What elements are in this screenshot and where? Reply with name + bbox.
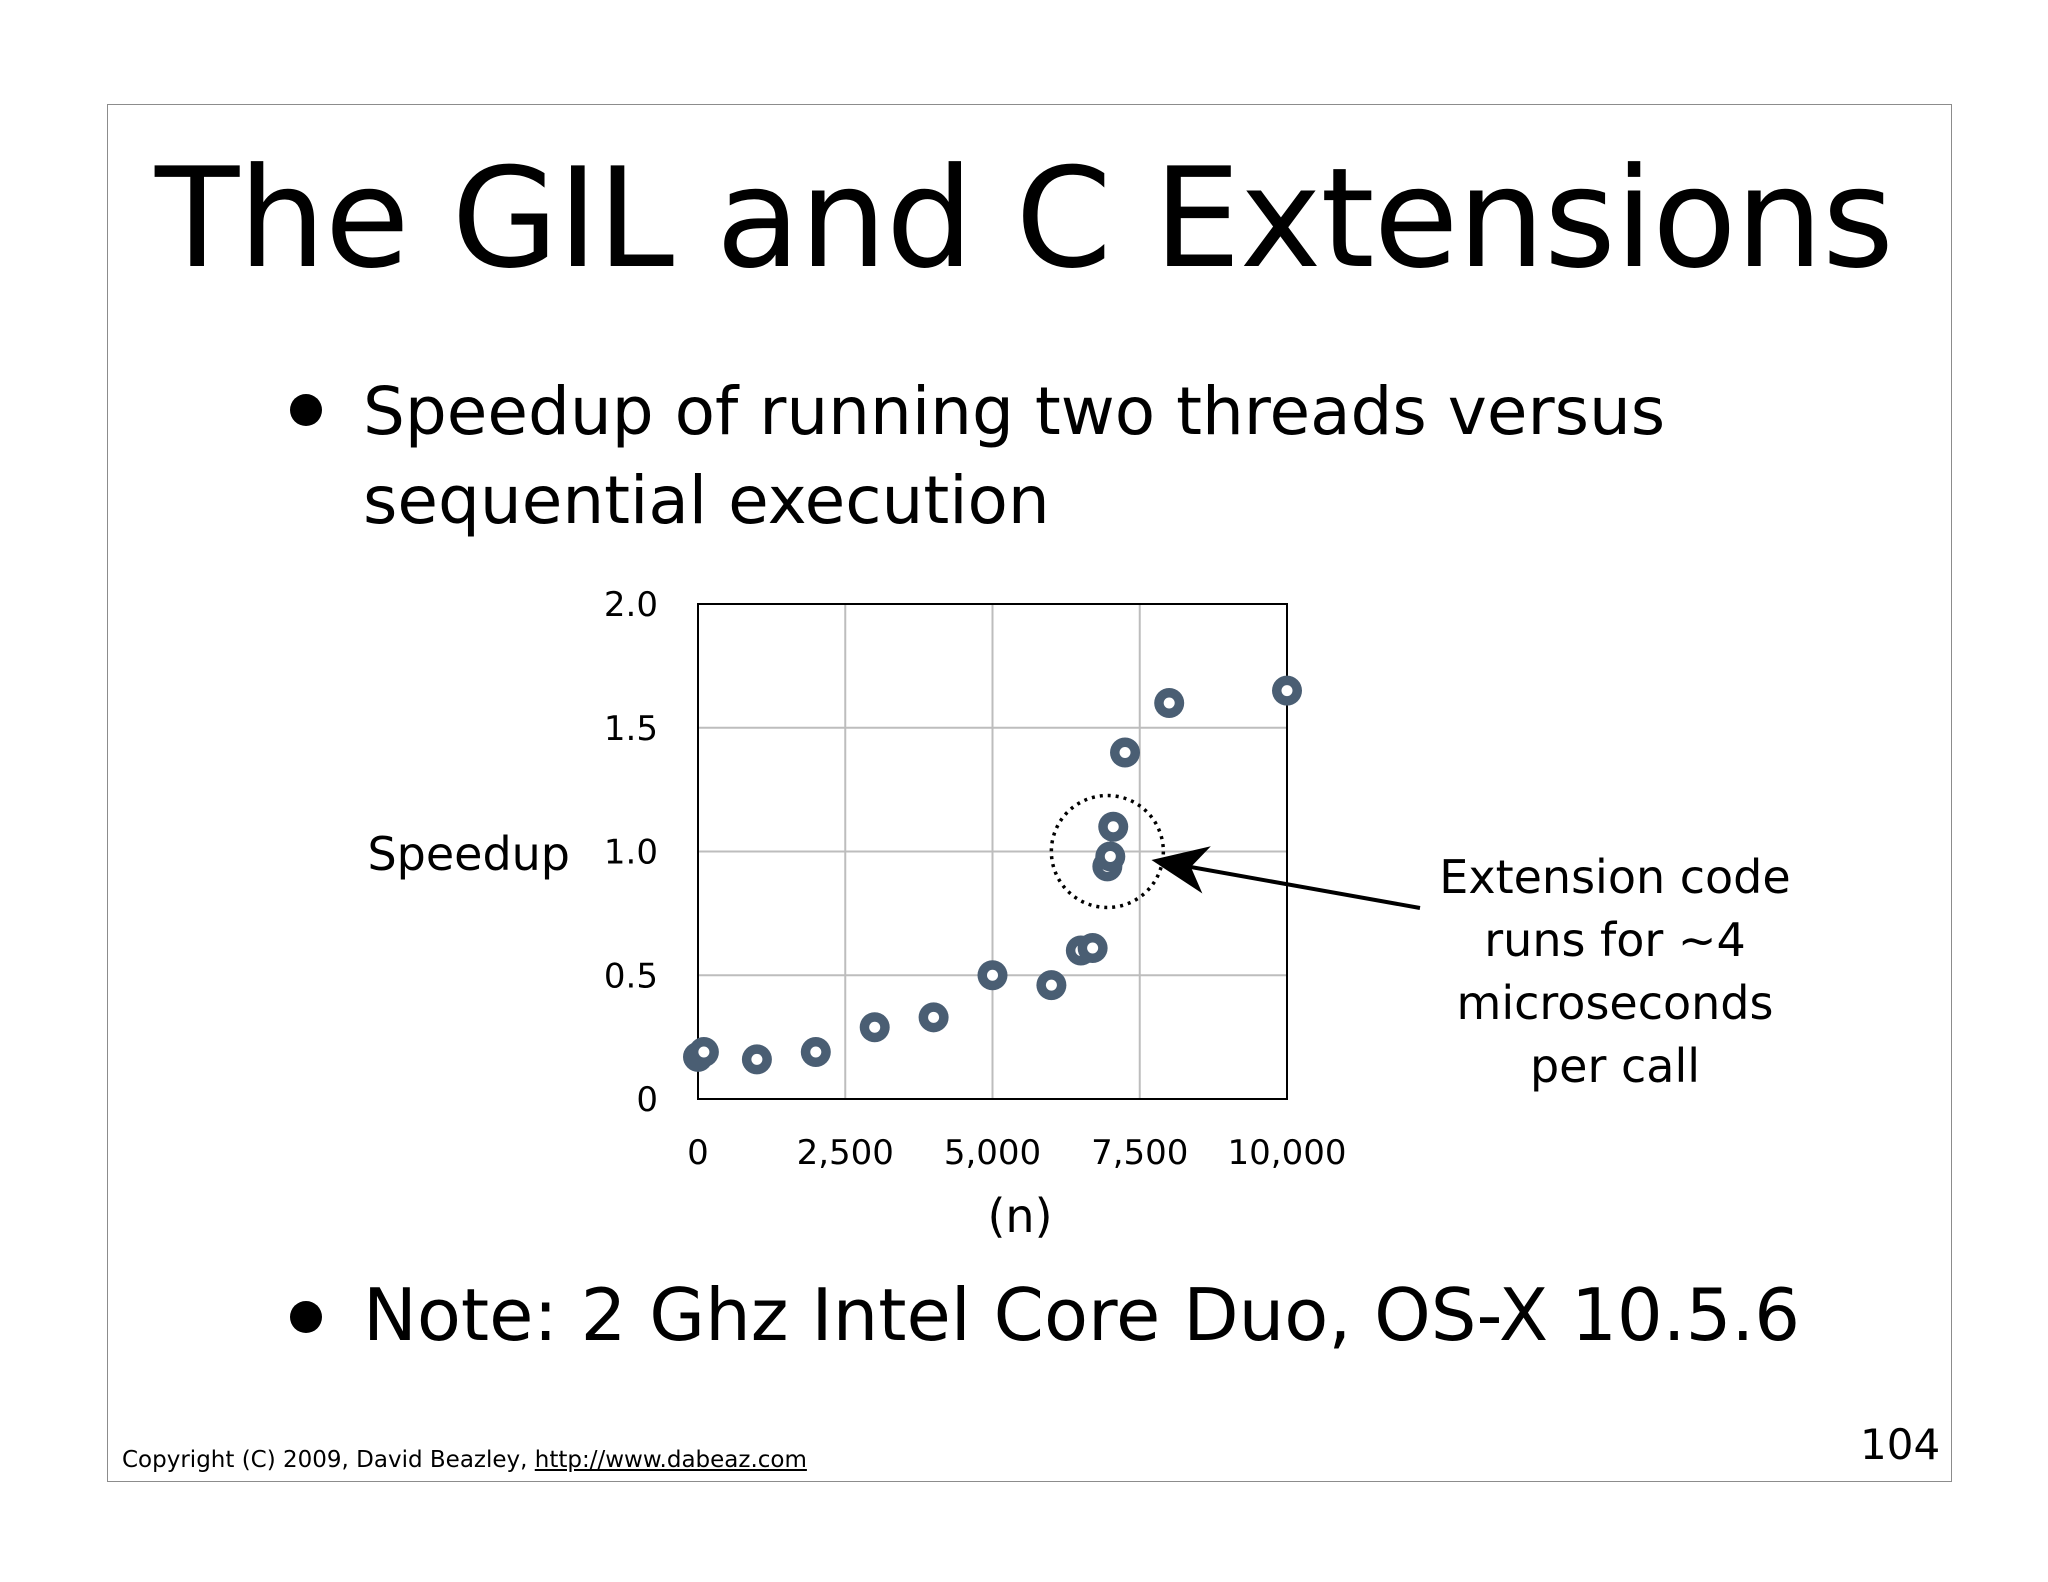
data-points [683,675,1302,1075]
annotation-group [1049,793,1421,910]
x-axis-label: (n) [987,1189,1052,1243]
data-point-center [810,1046,822,1058]
data-point-center [928,1011,940,1023]
data-point [741,1044,772,1075]
copyright-footer: Copyright (C) 2009, David Beazley, http:… [122,1447,807,1473]
data-point [977,960,1008,991]
data-point-center [1087,942,1099,954]
data-point-center [1163,697,1175,709]
footer-link[interactable]: http://www.dabeaz.com [534,1447,807,1473]
bullet-1-line-2: sequential execution [363,462,1050,539]
data-point [1110,737,1141,768]
callout-line-1: Extension code [1439,850,1791,904]
callout-line-4: per call [1529,1039,1701,1093]
bullet-1-line-1: Speedup of running two threads versus [363,373,1666,450]
y-tick-label: 0.5 [604,956,658,996]
x-tick-label: 10,000 [1228,1133,1347,1173]
x-tick-label: 7,500 [1091,1133,1188,1173]
bullet-2-note: Note: 2 Ghz Intel Core Duo, OS-X 10.5.6 [363,1273,1801,1357]
data-point [918,1002,949,1033]
data-point [859,1012,890,1043]
annotation-callout: Extension code runs for ~4 microseconds … [1410,846,1820,1098]
chart-grid [698,604,1287,1099]
callout-line-2: runs for ~4 [1484,913,1746,967]
data-point-center [987,969,998,981]
data-point [1154,688,1185,718]
data-point-center [1107,821,1119,833]
data-point-center [1281,685,1293,697]
data-point [1098,811,1129,842]
data-point-center [751,1053,763,1065]
bullet-dot-2 [290,1301,322,1333]
data-point-center [1119,747,1131,758]
y-axis-label: Speedup [367,827,570,881]
data-point [1077,933,1108,964]
data-point [1272,675,1302,706]
plot-area-border [697,603,1288,1100]
data-point-center [698,1046,710,1058]
copyright-text: Copyright (C) 2009, David Beazley, [122,1447,535,1473]
data-point-center [1045,979,1057,991]
y-tick-labels: 0 0.5 1.0 1.5 2.0 [604,585,658,1120]
data-point [800,1036,831,1067]
y-tick-label: 1.5 [604,709,658,749]
data-point [688,1036,719,1067]
x-tick-label: 5,000 [944,1133,1041,1173]
bullet-dot-1 [290,394,322,426]
data-point [1036,970,1067,1001]
data-point-center [1104,850,1116,862]
y-tick-label: 0 [636,1080,658,1120]
annotation-arrow [1151,846,1421,910]
data-point [1095,841,1126,872]
x-tick-label: 2,500 [797,1133,894,1173]
y-tick-label: 2.0 [604,585,658,625]
data-point-center [869,1021,881,1033]
y-tick-label: 1.0 [604,833,658,873]
callout-line-3: microseconds [1456,976,1774,1030]
slide-title: The GIL and C Extensions [155,138,1894,299]
slide-frame [107,104,1952,1482]
x-tick-label: 0 [687,1133,709,1173]
x-tick-labels: 0 2,500 5,000 7,500 10,000 [687,1133,1346,1173]
chart-frame [697,603,1288,1100]
page-number: 104 [1860,1420,1941,1469]
